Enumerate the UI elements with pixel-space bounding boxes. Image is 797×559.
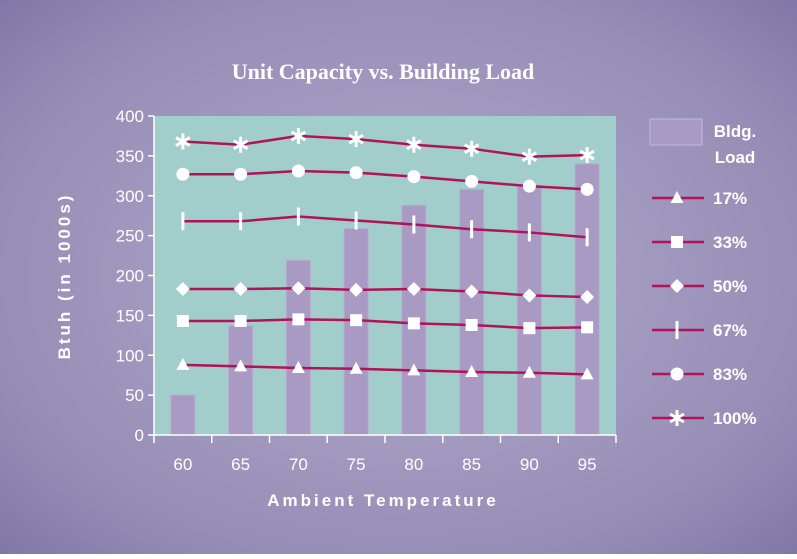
legend-label-67pct: 67%	[713, 321, 747, 340]
legend-label-33pct: 33%	[713, 233, 747, 252]
marker-33pct-75	[350, 314, 362, 326]
y-tick-label-250: 250	[116, 227, 144, 246]
y-tick-label-150: 150	[116, 306, 144, 325]
plot-area	[154, 116, 616, 435]
x-tick-label-90: 90	[520, 455, 539, 474]
bar-60	[171, 395, 195, 435]
y-tick-label-50: 50	[125, 386, 144, 405]
x-tick-label-80: 80	[404, 455, 423, 474]
marker-83pct-60	[176, 168, 189, 181]
y-tick-label-300: 300	[116, 187, 144, 206]
marker-33pct-65	[235, 315, 247, 327]
legend-label-bldg: Bldg.	[714, 122, 757, 141]
bar-90	[517, 185, 541, 435]
marker-83pct-90	[523, 180, 536, 193]
y-axis-title: Btuh (in 1000s)	[55, 193, 74, 360]
marker-33pct-60	[177, 315, 189, 327]
marker-67pct-65	[239, 212, 242, 230]
legend-label-83pct: 83%	[713, 365, 747, 384]
y-tick-label-0: 0	[135, 426, 144, 445]
marker-33pct-85	[466, 319, 478, 331]
chart-title: Unit Capacity vs. Building Load	[232, 59, 535, 84]
x-tick-label-85: 85	[462, 455, 481, 474]
bar-65	[229, 326, 253, 435]
legend-label-100pct: 100%	[713, 409, 756, 428]
legend-label-17pct: 17%	[713, 189, 747, 208]
plot-layer: 0 50 100 150 200 250 300 350 400 60 65 70 75 80 85 90 95	[116, 107, 616, 474]
marker-83pct-80	[407, 170, 420, 183]
x-tick-label-70: 70	[289, 455, 308, 474]
marker-33pct-95	[581, 321, 593, 333]
marker-83pct-70	[292, 165, 305, 178]
marker-83pct-65	[234, 168, 247, 181]
legend-marker-33pct	[671, 236, 683, 248]
marker-83pct-75	[350, 166, 363, 179]
legend-marker-83pct	[671, 368, 684, 381]
marker-33pct-90	[523, 322, 535, 334]
bar-75	[344, 228, 368, 435]
marker-67pct-85	[470, 220, 473, 238]
x-tick-label-95: 95	[578, 455, 597, 474]
y-tick-label-350: 350	[116, 147, 144, 166]
marker-67pct-70	[297, 207, 300, 225]
y-tick-label-100: 100	[116, 346, 144, 365]
marker-67pct-80	[412, 215, 415, 233]
marker-33pct-70	[292, 313, 304, 325]
y-tick-label-400: 400	[116, 107, 144, 126]
legend-marker-67pct	[676, 321, 679, 339]
x-tick-label-65: 65	[231, 455, 250, 474]
marker-67pct-60	[181, 212, 184, 230]
legend-label-50pct: 50%	[713, 277, 747, 296]
marker-67pct-75	[355, 211, 358, 229]
x-tick-label-60: 60	[173, 455, 192, 474]
marker-67pct-90	[528, 223, 531, 241]
marker-33pct-80	[408, 317, 420, 329]
y-tick-label-200: 200	[116, 267, 144, 286]
marker-83pct-95	[581, 183, 594, 196]
x-axis-title: Ambient Temperature	[267, 491, 498, 510]
x-tick-label-75: 75	[347, 455, 366, 474]
marker-83pct-85	[465, 175, 478, 188]
marker-67pct-95	[586, 228, 589, 246]
legend-swatch-bldg-load	[650, 119, 702, 145]
legend-label-load: Load	[715, 148, 756, 167]
